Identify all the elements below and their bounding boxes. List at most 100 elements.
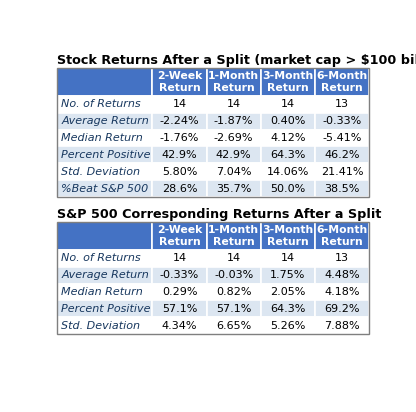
- Text: 42.9%: 42.9%: [216, 150, 251, 160]
- Bar: [315, 300, 369, 317]
- Text: 7.04%: 7.04%: [216, 167, 251, 177]
- Text: 5.80%: 5.80%: [162, 167, 197, 177]
- Bar: [57, 68, 152, 96]
- Text: 28.6%: 28.6%: [162, 184, 197, 194]
- Bar: [207, 317, 261, 335]
- Text: 38.5%: 38.5%: [324, 184, 359, 194]
- Bar: [261, 129, 315, 146]
- Text: -5.41%: -5.41%: [322, 133, 362, 143]
- Bar: [261, 300, 315, 317]
- Bar: [57, 129, 152, 146]
- Text: 35.7%: 35.7%: [216, 184, 251, 194]
- Bar: [261, 112, 315, 129]
- Bar: [207, 146, 261, 164]
- Bar: [57, 222, 369, 335]
- Text: -2.69%: -2.69%: [214, 133, 253, 143]
- Text: 6-Month
Return: 6-Month Return: [316, 70, 367, 93]
- Bar: [207, 164, 261, 180]
- Bar: [57, 164, 152, 180]
- Text: 14: 14: [227, 99, 241, 109]
- Text: 2-Week
Return: 2-Week Return: [157, 70, 202, 93]
- Text: Average Return: Average Return: [61, 270, 149, 280]
- Text: Average Return: Average Return: [61, 116, 149, 126]
- Bar: [152, 96, 207, 112]
- Text: 14: 14: [281, 99, 295, 109]
- Bar: [152, 146, 207, 164]
- Bar: [57, 146, 152, 164]
- Bar: [152, 317, 207, 335]
- Bar: [152, 164, 207, 180]
- Bar: [207, 300, 261, 317]
- Text: 2-Week
Return: 2-Week Return: [157, 225, 202, 247]
- Text: 7.88%: 7.88%: [324, 321, 360, 331]
- Bar: [315, 68, 369, 96]
- Bar: [57, 112, 152, 129]
- Text: 4.18%: 4.18%: [324, 287, 360, 297]
- Bar: [152, 180, 207, 197]
- Text: Median Return: Median Return: [61, 133, 143, 143]
- Text: 69.2%: 69.2%: [324, 304, 360, 314]
- Text: Median Return: Median Return: [61, 287, 143, 297]
- Bar: [152, 250, 207, 267]
- Text: 4.34%: 4.34%: [162, 321, 197, 331]
- Bar: [152, 112, 207, 129]
- Bar: [207, 180, 261, 197]
- Text: 46.2%: 46.2%: [324, 150, 360, 160]
- Bar: [207, 68, 261, 96]
- Text: 50.0%: 50.0%: [270, 184, 305, 194]
- Text: No. of Returns: No. of Returns: [61, 99, 141, 109]
- Text: -0.03%: -0.03%: [214, 270, 253, 280]
- Bar: [57, 250, 152, 267]
- Text: 1-Month
Return: 1-Month Return: [208, 225, 259, 247]
- Text: 57.1%: 57.1%: [162, 304, 197, 314]
- Text: 5.26%: 5.26%: [270, 321, 305, 331]
- Text: 0.29%: 0.29%: [162, 287, 197, 297]
- Text: 6.65%: 6.65%: [216, 321, 251, 331]
- Text: 3-Month
Return: 3-Month Return: [262, 225, 313, 247]
- Text: 14: 14: [173, 253, 187, 263]
- Bar: [57, 300, 152, 317]
- Bar: [152, 68, 207, 96]
- Bar: [261, 222, 315, 250]
- Text: S&P 500 Corresponding Returns After a Split: S&P 500 Corresponding Returns After a Sp…: [57, 208, 382, 221]
- Text: 1-Month
Return: 1-Month Return: [208, 70, 259, 93]
- Bar: [57, 317, 152, 335]
- Bar: [315, 146, 369, 164]
- Text: 1.75%: 1.75%: [270, 270, 305, 280]
- Text: 64.3%: 64.3%: [270, 150, 305, 160]
- Bar: [152, 267, 207, 283]
- Text: Std. Deviation: Std. Deviation: [61, 167, 140, 177]
- Text: 14: 14: [227, 253, 241, 263]
- Text: 13: 13: [335, 99, 349, 109]
- Bar: [57, 267, 152, 283]
- Bar: [315, 96, 369, 112]
- Bar: [57, 283, 152, 300]
- Bar: [315, 283, 369, 300]
- Bar: [207, 267, 261, 283]
- Bar: [152, 222, 207, 250]
- Text: 14: 14: [173, 99, 187, 109]
- Text: Percent Positive: Percent Positive: [61, 304, 151, 314]
- Bar: [207, 129, 261, 146]
- Bar: [261, 283, 315, 300]
- Text: -0.33%: -0.33%: [322, 116, 362, 126]
- Bar: [261, 164, 315, 180]
- Text: 4.12%: 4.12%: [270, 133, 305, 143]
- Bar: [315, 112, 369, 129]
- Bar: [207, 96, 261, 112]
- Bar: [207, 222, 261, 250]
- Bar: [315, 222, 369, 250]
- Bar: [261, 68, 315, 96]
- Text: -0.33%: -0.33%: [160, 270, 199, 280]
- Bar: [261, 146, 315, 164]
- Text: No. of Returns: No. of Returns: [61, 253, 141, 263]
- Text: 13: 13: [335, 253, 349, 263]
- Text: 0.82%: 0.82%: [216, 287, 251, 297]
- Text: 57.1%: 57.1%: [216, 304, 251, 314]
- Text: Percent Positive: Percent Positive: [61, 150, 151, 160]
- Bar: [152, 300, 207, 317]
- Text: 64.3%: 64.3%: [270, 304, 305, 314]
- Text: %Beat S&P 500: %Beat S&P 500: [61, 184, 149, 194]
- Bar: [315, 317, 369, 335]
- Text: Std. Deviation: Std. Deviation: [61, 321, 140, 331]
